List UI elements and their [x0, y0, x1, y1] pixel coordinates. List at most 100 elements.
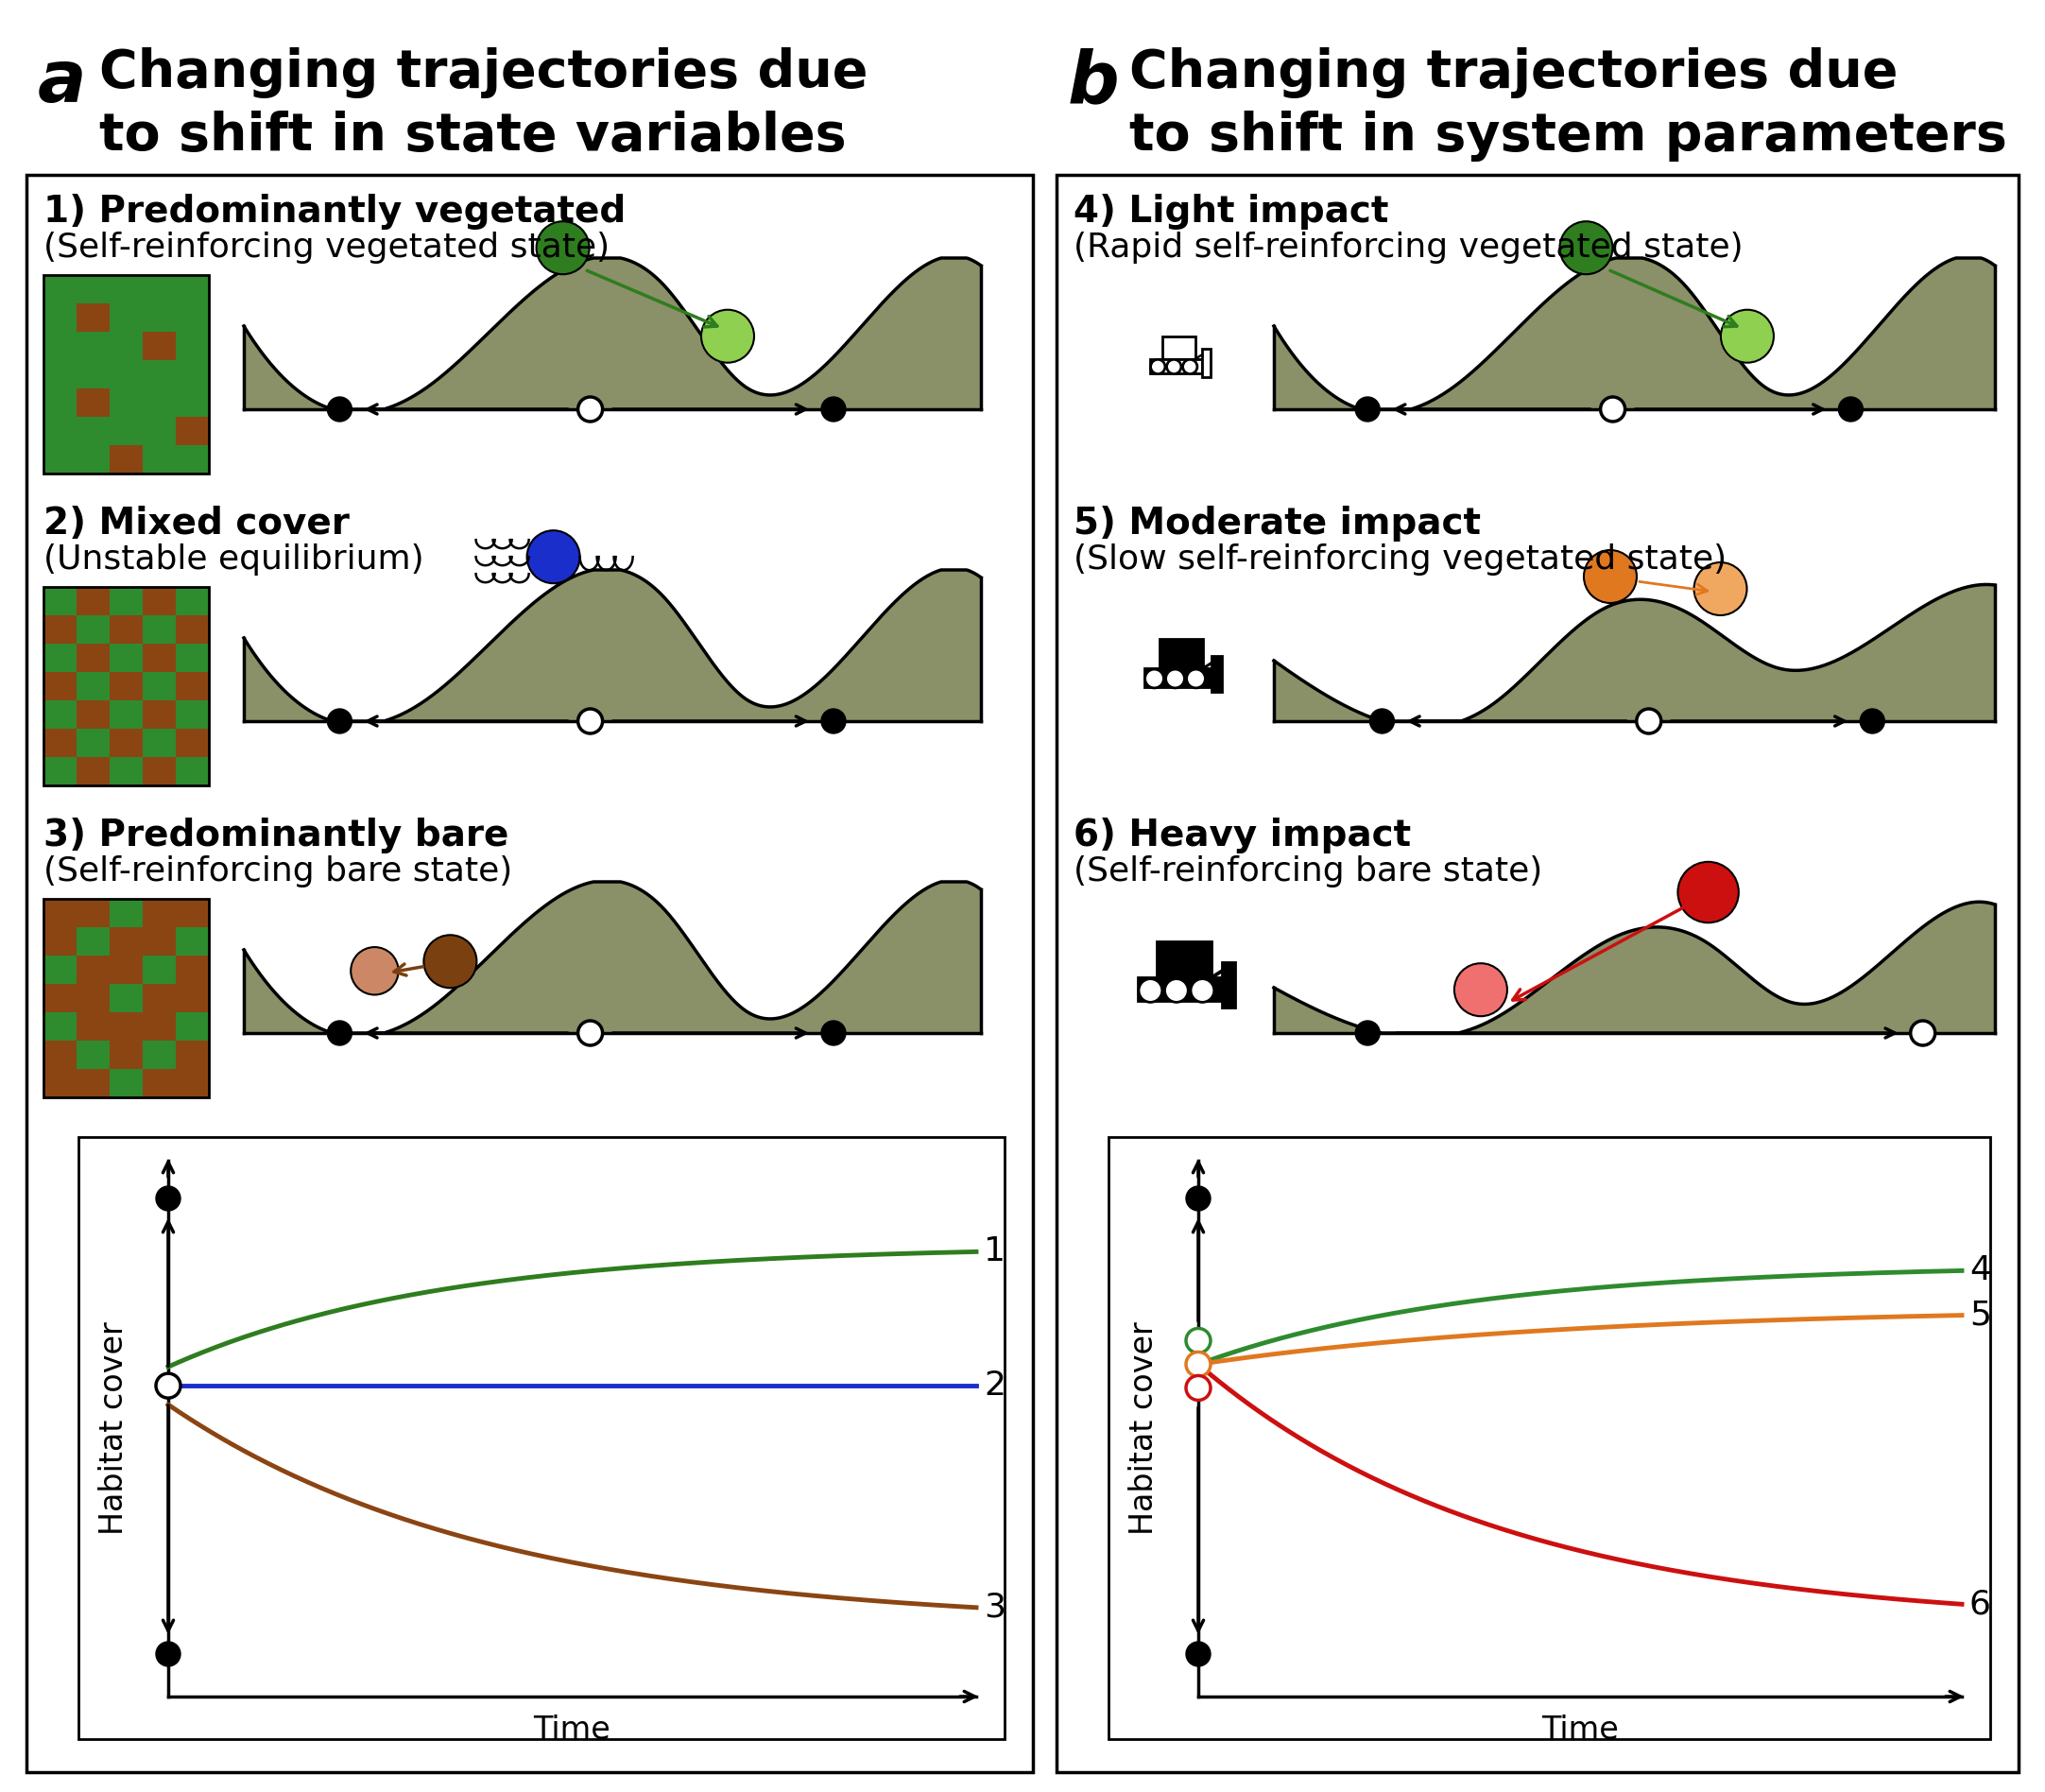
Bar	[43, 955, 76, 984]
Bar	[76, 672, 110, 701]
Bar	[43, 360, 76, 389]
Circle shape	[579, 710, 603, 733]
Bar	[1143, 668, 1211, 686]
Text: a: a	[37, 47, 86, 116]
Bar	[76, 389, 110, 418]
Text: 2: 2	[984, 1369, 1006, 1401]
Bar	[143, 389, 176, 418]
Bar	[76, 360, 110, 389]
Bar	[176, 926, 209, 955]
Bar	[176, 729, 209, 756]
Circle shape	[1166, 978, 1188, 1002]
Bar	[143, 332, 176, 360]
Bar	[143, 360, 176, 389]
Text: 1: 1	[984, 1236, 1006, 1267]
Bar	[43, 274, 209, 473]
Circle shape	[1356, 398, 1380, 421]
Bar	[43, 588, 209, 785]
Circle shape	[155, 1373, 180, 1398]
Circle shape	[327, 398, 352, 421]
Bar	[43, 274, 76, 303]
Bar	[176, 389, 209, 418]
Bar	[43, 701, 76, 729]
Circle shape	[1677, 862, 1738, 923]
Bar	[110, 701, 143, 729]
Bar	[176, 360, 209, 389]
Bar	[143, 955, 176, 984]
Bar	[110, 303, 143, 332]
Bar	[176, 672, 209, 701]
Bar	[110, 274, 143, 303]
Bar	[76, 900, 110, 926]
Circle shape	[1151, 360, 1166, 375]
Circle shape	[1910, 1021, 1935, 1045]
Bar	[176, 332, 209, 360]
Bar	[176, 756, 209, 785]
Circle shape	[536, 222, 589, 274]
Bar	[76, 756, 110, 785]
Bar	[143, 1070, 176, 1097]
Bar	[43, 900, 209, 1097]
Bar	[43, 1041, 76, 1070]
Bar	[110, 643, 143, 672]
Bar	[43, 926, 76, 955]
Text: 3: 3	[984, 1591, 1006, 1624]
Bar	[143, 588, 176, 615]
Text: (Self-reinforcing bare state): (Self-reinforcing bare state)	[43, 855, 513, 887]
Circle shape	[1145, 668, 1164, 688]
Bar	[110, 1012, 143, 1041]
Circle shape	[1186, 1328, 1211, 1353]
Bar	[110, 360, 143, 389]
Bar	[76, 984, 110, 1012]
Circle shape	[1454, 964, 1507, 1016]
Bar	[110, 588, 143, 615]
Bar	[43, 274, 209, 473]
Bar	[110, 1041, 143, 1070]
Bar	[176, 444, 209, 473]
Bar	[176, 274, 209, 303]
Bar	[110, 332, 143, 360]
Bar	[110, 984, 143, 1012]
Bar	[143, 643, 176, 672]
Circle shape	[822, 398, 847, 421]
Text: 6) Heavy impact: 6) Heavy impact	[1074, 817, 1411, 853]
Bar	[76, 588, 110, 615]
Bar	[143, 303, 176, 332]
Bar	[43, 444, 76, 473]
Bar	[143, 900, 176, 926]
Bar	[143, 1041, 176, 1070]
Bar	[43, 900, 76, 926]
Bar	[76, 643, 110, 672]
Bar	[78, 1136, 1004, 1738]
Bar	[143, 418, 176, 444]
Bar	[43, 643, 76, 672]
Circle shape	[1168, 360, 1182, 375]
Bar	[1223, 962, 1235, 1007]
Text: 6: 6	[1969, 1588, 1992, 1620]
Bar	[76, 332, 110, 360]
Bar	[43, 672, 76, 701]
Bar	[110, 672, 143, 701]
Bar	[43, 900, 209, 1097]
Bar	[143, 615, 176, 643]
Circle shape	[822, 1021, 847, 1045]
Circle shape	[1166, 668, 1184, 688]
Circle shape	[327, 710, 352, 733]
Bar	[1162, 337, 1196, 358]
Bar	[76, 729, 110, 756]
Circle shape	[1186, 1376, 1211, 1400]
Bar	[43, 588, 76, 615]
Bar	[143, 672, 176, 701]
Bar	[1160, 640, 1202, 668]
Text: 3) Predominantly bare: 3) Predominantly bare	[43, 817, 509, 853]
Bar	[76, 303, 110, 332]
Bar	[1149, 358, 1202, 373]
Text: Changing trajectories due
to shift in state variables: Changing trajectories due to shift in st…	[100, 47, 867, 161]
Bar	[1137, 977, 1223, 1002]
Bar	[110, 444, 143, 473]
Text: 1) Predominantly vegetated: 1) Predominantly vegetated	[43, 194, 626, 229]
Bar	[176, 615, 209, 643]
Bar	[110, 900, 143, 926]
Text: (Unstable equilibrium): (Unstable equilibrium)	[43, 543, 423, 575]
Text: Habitat cover: Habitat cover	[98, 1322, 129, 1536]
